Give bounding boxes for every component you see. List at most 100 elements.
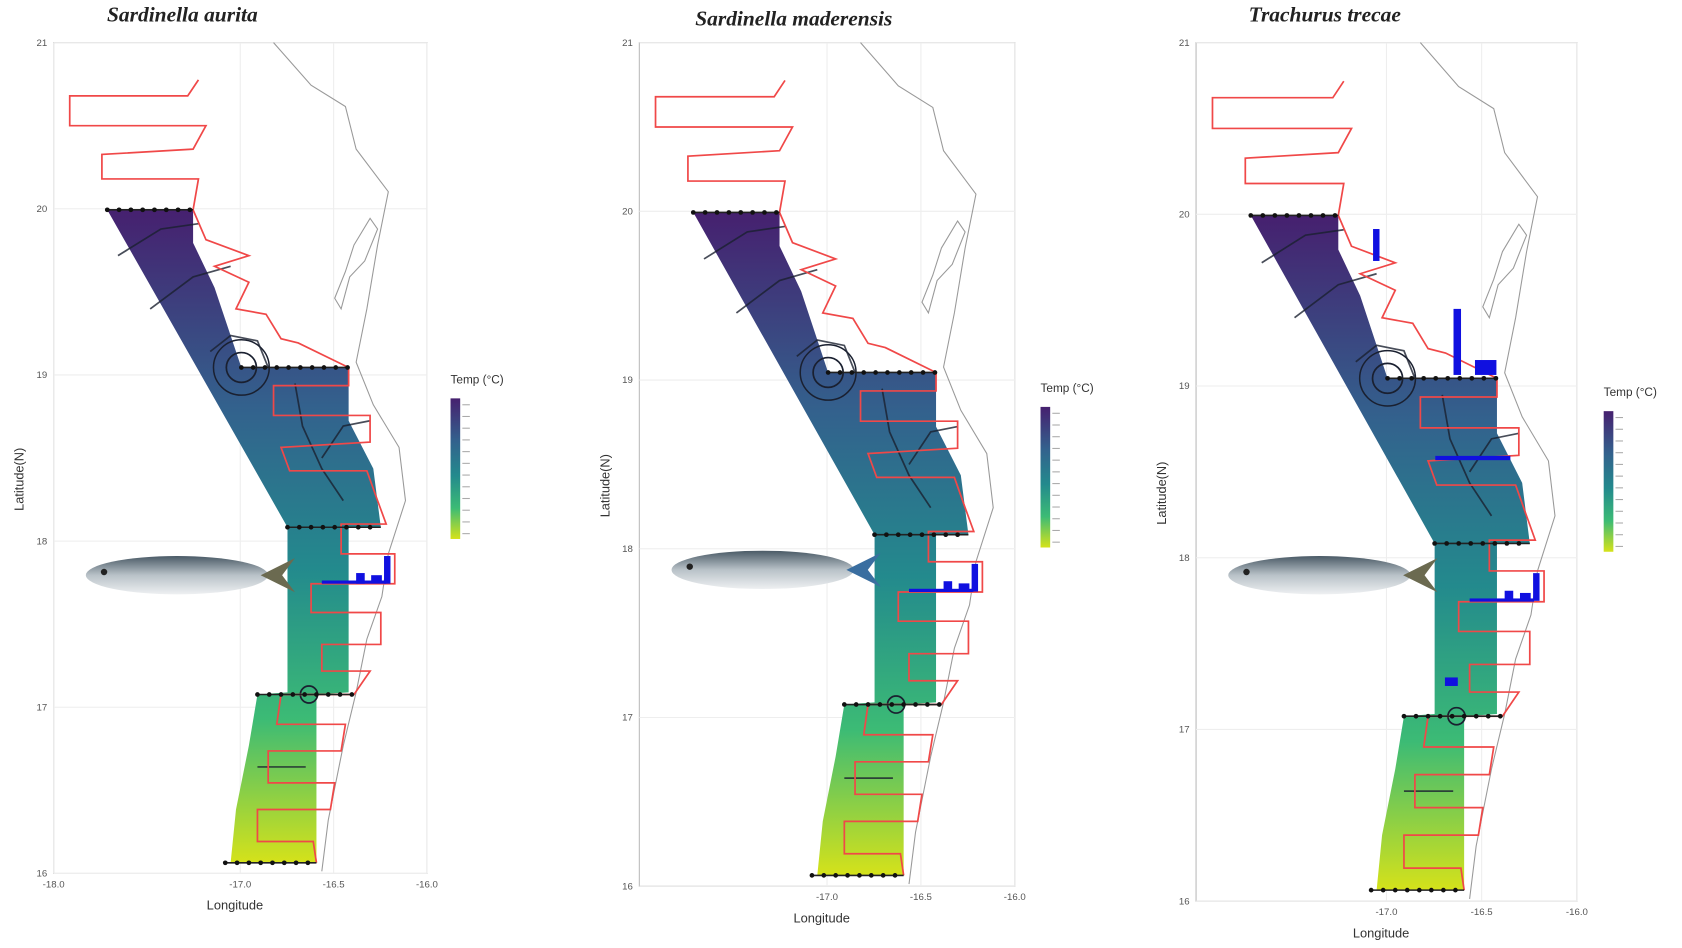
station bbox=[1369, 888, 1374, 893]
x-axis-label: Longitude bbox=[1353, 925, 1409, 940]
station bbox=[727, 210, 732, 215]
station bbox=[1260, 213, 1265, 218]
station bbox=[1494, 376, 1499, 381]
station bbox=[738, 210, 743, 215]
station bbox=[247, 860, 252, 865]
station bbox=[842, 702, 847, 707]
station bbox=[909, 370, 914, 375]
station bbox=[314, 692, 319, 697]
y-tick-label: 19 bbox=[36, 370, 47, 381]
station bbox=[845, 873, 850, 878]
x-tick-label: -17.0 bbox=[816, 892, 838, 903]
station bbox=[270, 860, 275, 865]
station bbox=[1381, 888, 1386, 893]
station bbox=[258, 860, 263, 865]
legend-colorbar bbox=[1041, 407, 1051, 548]
y-tick-label: 16 bbox=[36, 869, 47, 880]
station bbox=[326, 692, 331, 697]
station bbox=[908, 532, 913, 537]
station bbox=[274, 365, 279, 370]
legend-colorbar bbox=[1604, 411, 1614, 552]
station bbox=[869, 873, 874, 878]
x-tick-label: -16.0 bbox=[1566, 907, 1588, 918]
station bbox=[872, 532, 877, 537]
station bbox=[1441, 888, 1446, 893]
station bbox=[140, 207, 145, 212]
station bbox=[1438, 714, 1443, 719]
y-tick-label: 18 bbox=[36, 536, 47, 547]
y-tick-label: 18 bbox=[1179, 553, 1190, 564]
legend-title: Temp (°C) bbox=[1041, 382, 1094, 395]
station bbox=[349, 692, 354, 697]
y-tick-label: 18 bbox=[622, 544, 633, 555]
y-tick-label: 16 bbox=[1179, 896, 1190, 907]
x-tick-label: -16.5 bbox=[1471, 907, 1493, 918]
station bbox=[1414, 714, 1419, 719]
station bbox=[239, 365, 244, 370]
station bbox=[1426, 714, 1431, 719]
acoustic-signal bbox=[1520, 593, 1531, 599]
acoustic-signal bbox=[1475, 360, 1496, 375]
fish-illustration bbox=[687, 563, 693, 569]
station bbox=[889, 702, 894, 707]
map-panel: 212019181716-18.0-17.0-16.5-16.0Sardinel… bbox=[12, 2, 504, 912]
acoustic-signal bbox=[384, 556, 390, 584]
station bbox=[937, 702, 942, 707]
y-tick-label: 21 bbox=[622, 38, 633, 49]
station bbox=[1504, 541, 1509, 546]
x-tick-label: -17.0 bbox=[1375, 907, 1397, 918]
station bbox=[691, 210, 696, 215]
station bbox=[774, 210, 779, 215]
acoustic-signal bbox=[1435, 456, 1510, 460]
x-tick-label: -16.0 bbox=[1004, 892, 1026, 903]
station bbox=[1480, 541, 1485, 546]
y-tick-label: 16 bbox=[622, 881, 633, 892]
station bbox=[1482, 376, 1487, 381]
legend-colorbar bbox=[451, 398, 461, 539]
station bbox=[1333, 213, 1338, 218]
station bbox=[921, 370, 926, 375]
station bbox=[332, 525, 337, 530]
station bbox=[897, 370, 902, 375]
station bbox=[901, 702, 906, 707]
y-axis-label: Latitude(N) bbox=[597, 454, 612, 517]
station bbox=[885, 370, 890, 375]
station bbox=[850, 370, 855, 375]
station bbox=[1486, 714, 1491, 719]
station bbox=[263, 365, 268, 370]
station bbox=[129, 207, 134, 212]
station bbox=[884, 532, 889, 537]
station bbox=[933, 370, 938, 375]
y-tick-label: 21 bbox=[36, 38, 47, 49]
station bbox=[1393, 888, 1398, 893]
acoustic-signal bbox=[1454, 309, 1462, 375]
station bbox=[368, 525, 373, 530]
station bbox=[1492, 541, 1497, 546]
station bbox=[1444, 541, 1449, 546]
fish-illustration bbox=[672, 551, 854, 589]
station bbox=[810, 873, 815, 878]
station bbox=[854, 702, 859, 707]
station bbox=[1429, 888, 1434, 893]
y-tick-label: 20 bbox=[622, 207, 633, 218]
station bbox=[893, 873, 898, 878]
station bbox=[306, 860, 311, 865]
station bbox=[1457, 376, 1462, 381]
station bbox=[878, 702, 883, 707]
station bbox=[1468, 541, 1473, 546]
station bbox=[345, 365, 350, 370]
station bbox=[833, 873, 838, 878]
station bbox=[1297, 213, 1302, 218]
fish-illustration bbox=[1243, 569, 1249, 575]
legend-title: Temp (°C) bbox=[451, 373, 504, 386]
map-panel: 212019181716-17.0-16.5-16.0Trachurus tre… bbox=[1154, 2, 1657, 940]
station bbox=[290, 692, 295, 697]
station bbox=[1309, 213, 1314, 218]
y-tick-label: 20 bbox=[36, 204, 47, 215]
station bbox=[1417, 888, 1422, 893]
station bbox=[861, 370, 866, 375]
station bbox=[920, 532, 925, 537]
station bbox=[176, 207, 181, 212]
acoustic-signal bbox=[972, 564, 978, 592]
station bbox=[1397, 376, 1402, 381]
